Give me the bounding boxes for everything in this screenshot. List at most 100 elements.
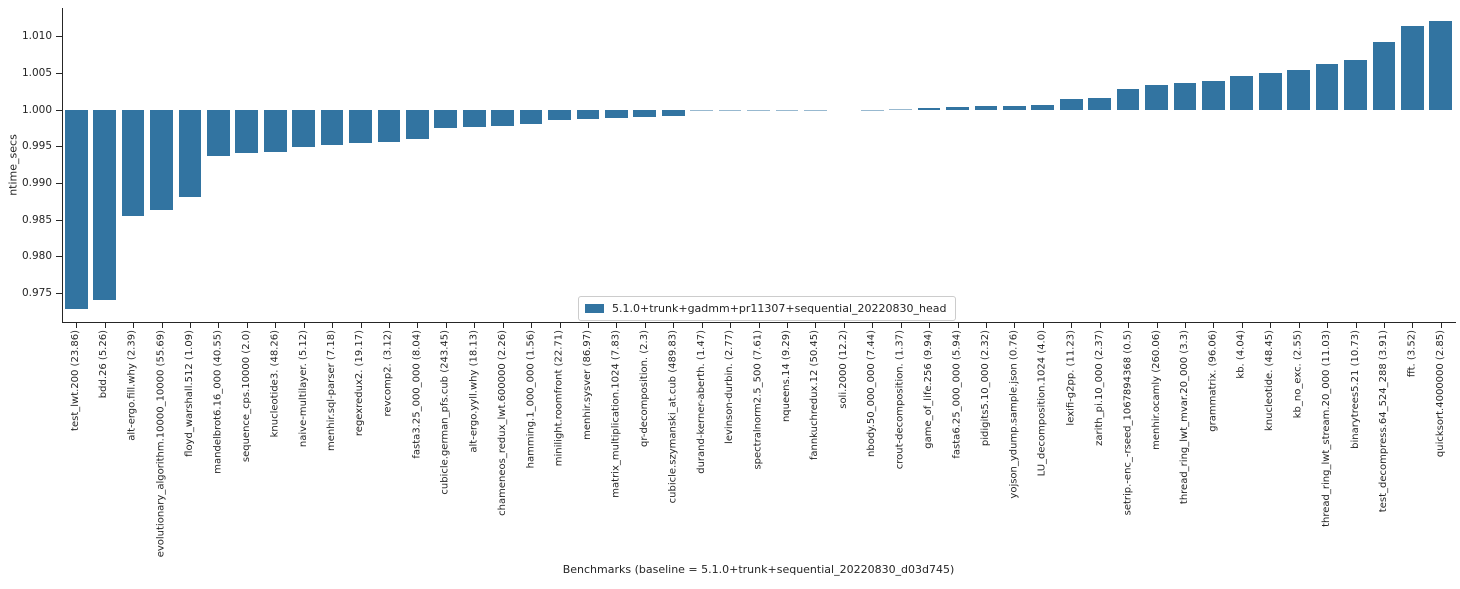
x-tick-label: test_decompress.64_524_288 (3.91) <box>1377 330 1389 513</box>
x-tick-mark <box>133 323 135 328</box>
x-tick-mark <box>730 323 732 328</box>
x-tick-label: thread_ring_lwt_stream.20_000 (11.03) <box>1321 330 1333 527</box>
bar <box>974 106 998 110</box>
x-tick-label: fasta3.25_000_000 (8.04) <box>411 330 423 459</box>
x-tick-mark <box>1099 323 1101 328</box>
x-tick-mark <box>474 323 476 328</box>
bar <box>1059 98 1083 110</box>
x-tick-label: fft. (3.52) <box>1406 330 1418 378</box>
x-tick-label: yojson_ydump.sample.json (0.76) <box>1008 330 1020 499</box>
x-tick-mark <box>275 323 277 328</box>
bar <box>235 110 259 154</box>
x-tick-label: crout-decomposition. (1.37) <box>894 330 906 470</box>
x-tick-mark <box>189 323 191 328</box>
x-tick-label: revcomp2. (3.12) <box>382 330 394 417</box>
bar <box>292 110 315 147</box>
y-tick-mark <box>56 219 62 221</box>
x-tick-mark <box>758 323 760 328</box>
bar <box>633 110 657 118</box>
x-tick-mark <box>1042 323 1044 328</box>
x-tick-mark <box>929 323 931 328</box>
x-tick-mark <box>701 323 703 328</box>
y-tick-mark <box>56 72 62 74</box>
legend: 5.1.0+trunk+gadmm+pr11307+sequential_202… <box>578 296 957 321</box>
bar <box>718 110 742 112</box>
y-tick-label: 0.990 <box>21 176 52 189</box>
x-tick-mark <box>587 323 589 328</box>
x-tick-mark <box>218 323 220 328</box>
x-tick-label: menhir.ocamly (260.06) <box>1150 330 1162 450</box>
y-tick-label: 1.000 <box>21 103 52 116</box>
y-tick-mark <box>56 146 62 148</box>
x-tick-mark <box>1128 323 1130 328</box>
bar <box>1173 82 1197 110</box>
x-tick-label: grammatrix. (96.06) <box>1207 330 1219 432</box>
x-tick-label: floyd_warshall.512 (1.09) <box>183 330 195 457</box>
x-tick-label: cubicle.german_pfs.cub (243.45) <box>439 330 451 495</box>
x-tick-label: alt-ergo.yyll.why (18.13) <box>468 330 480 453</box>
legend-label: 5.1.0+trunk+gadmm+pr11307+sequential_202… <box>612 302 947 315</box>
bar <box>93 110 116 301</box>
bar <box>1372 42 1396 110</box>
x-tick-label: evolutionary_algorithm.10000_10000 (55.6… <box>155 330 167 558</box>
bar <box>1002 105 1026 110</box>
x-tick-label: pidigits5.10_000 (2.32) <box>979 330 991 447</box>
bar <box>661 110 685 116</box>
bar <box>434 110 458 128</box>
bar <box>775 110 799 111</box>
bar <box>1230 76 1254 110</box>
bar <box>604 110 628 119</box>
x-tick-mark <box>1213 323 1215 328</box>
x-tick-mark <box>388 323 390 328</box>
x-tick-mark <box>1298 323 1300 328</box>
x-tick-label: knucleotide3. (48.26) <box>269 330 281 438</box>
x-tick-label: hamming.1_000_000 (1.56) <box>525 330 537 469</box>
bar <box>1429 21 1453 110</box>
bar <box>1315 64 1339 110</box>
bar <box>889 109 912 110</box>
x-tick-label: binarytrees5.21 (10.73) <box>1349 330 1361 449</box>
x-tick-mark <box>1014 323 1016 328</box>
x-tick-label: levinson-durbin. (2.77) <box>724 330 736 444</box>
y-tick-label: 1.005 <box>21 66 52 79</box>
x-tick-mark <box>246 323 248 328</box>
x-tick-label: lexifi-g2pp. (11.23) <box>1065 330 1077 426</box>
bar <box>206 110 230 156</box>
bar <box>405 110 429 140</box>
x-tick-mark <box>872 323 874 328</box>
y-axis-spine <box>62 8 63 323</box>
x-tick-mark <box>786 323 788 328</box>
bar <box>377 110 401 142</box>
x-tick-mark <box>1156 323 1158 328</box>
x-tick-label: naive-multilayer. (5.12) <box>297 330 309 448</box>
x-tick-label: matrix_multiplication.1024 (7.83) <box>610 330 622 498</box>
x-tick-mark <box>616 323 618 328</box>
bar <box>121 110 145 216</box>
x-tick-label: regexredux2. (19.17) <box>354 330 366 437</box>
x-tick-mark <box>1071 323 1073 328</box>
x-tick-mark <box>161 323 163 328</box>
bar <box>320 110 344 146</box>
bar <box>349 110 372 144</box>
x-tick-mark <box>1440 323 1442 328</box>
x-tick-label: LU_decomposition.1024 (4.0) <box>1036 330 1048 477</box>
bar <box>1400 26 1424 110</box>
y-tick-mark <box>56 109 62 111</box>
x-tick-label: fasta6.25_000_000 (5.94) <box>951 330 963 459</box>
x-tick-label: soli.2000 (12.2) <box>837 330 849 409</box>
x-tick-mark <box>502 323 504 328</box>
x-tick-mark <box>1355 323 1357 328</box>
y-tick-label: 1.010 <box>21 30 52 43</box>
x-tick-label: durand-kerner-aberth. (1.47) <box>695 330 707 474</box>
bar <box>1258 72 1282 110</box>
x-tick-label: bdd.26 (5.26) <box>98 330 110 399</box>
x-tick-mark <box>1327 323 1329 328</box>
x-tick-label: test_lwt.200 (23.86) <box>70 330 82 431</box>
x-tick-label: kb_no_exc. (2.55) <box>1292 330 1304 419</box>
x-tick-label: alt-ergo.fill.why (2.39) <box>127 330 139 441</box>
x-tick-mark <box>360 323 362 328</box>
x-tick-mark <box>559 323 561 328</box>
x-tick-mark <box>303 323 305 328</box>
x-tick-label: chameneos_redux_lwt.600000 (2.26) <box>496 330 508 516</box>
x-tick-mark <box>445 323 447 328</box>
